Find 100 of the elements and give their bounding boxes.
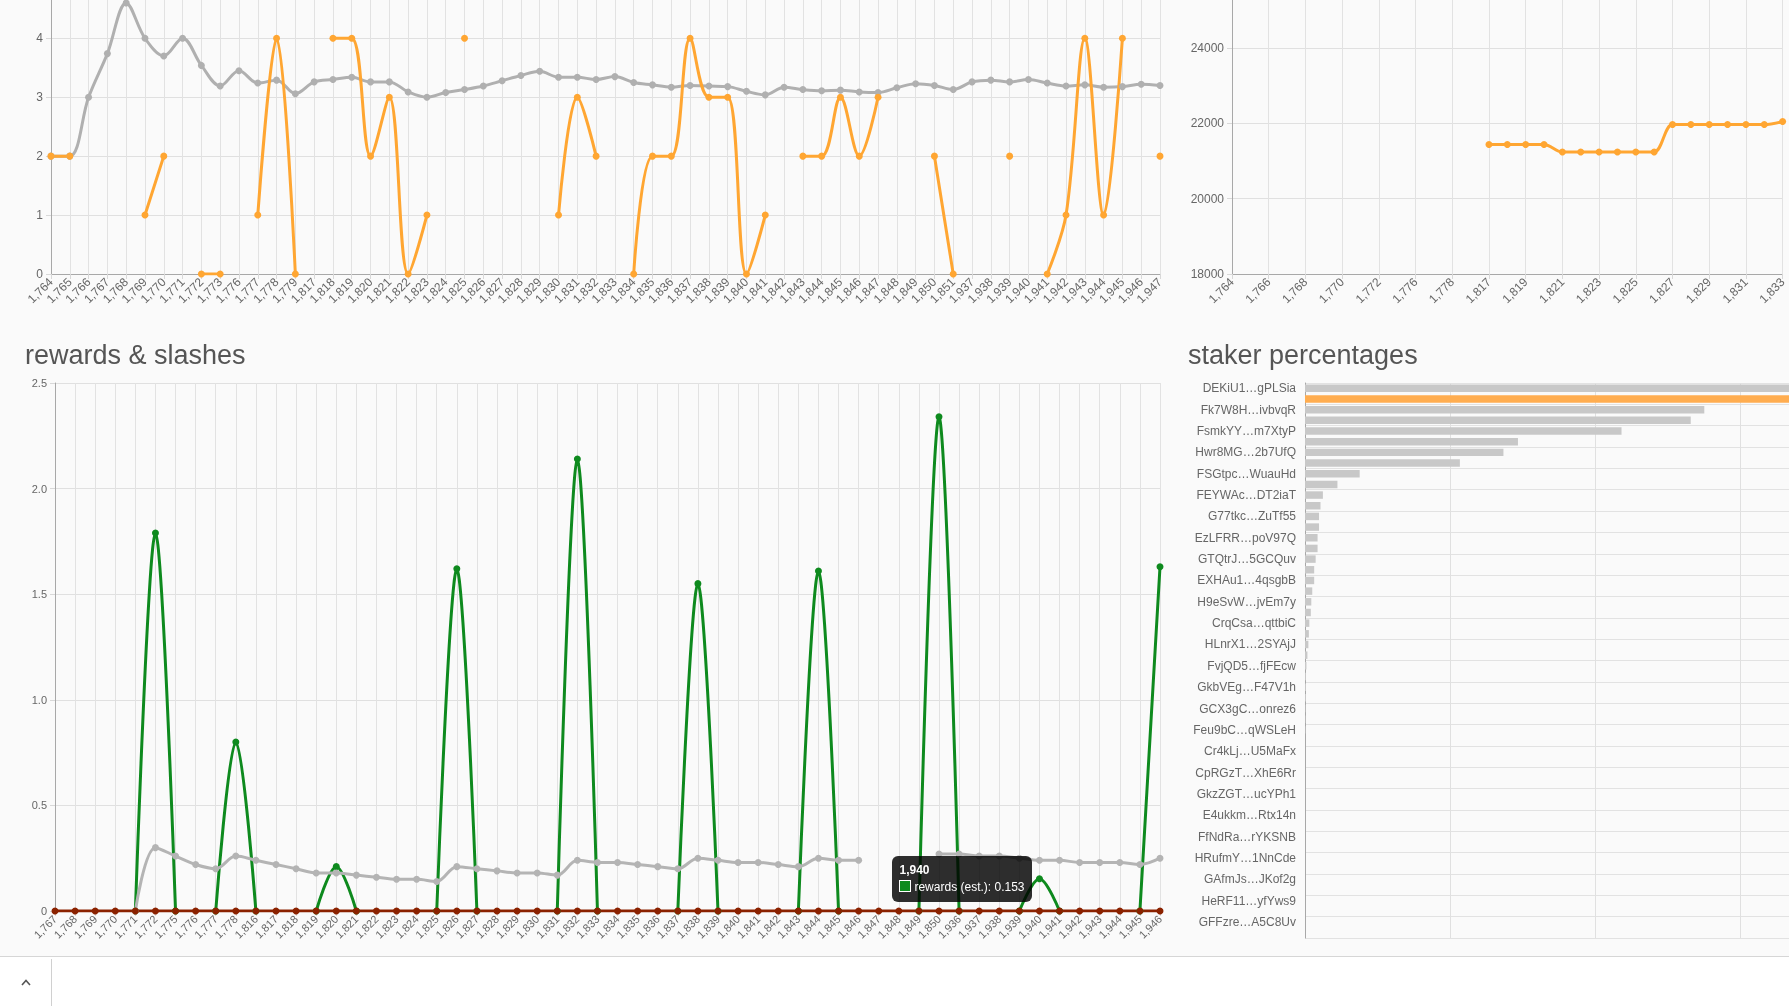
chart-title: staker percentages <box>1188 339 1418 370</box>
point <box>555 73 563 81</box>
y-tick-label: Hwr8MG…2b7UfQ <box>1195 445 1296 460</box>
point <box>103 50 111 58</box>
point <box>1137 80 1145 88</box>
point <box>1503 141 1511 149</box>
point <box>479 82 487 90</box>
point <box>413 907 421 915</box>
point <box>987 76 995 84</box>
point <box>232 738 240 746</box>
point <box>780 83 788 91</box>
point <box>1156 81 1164 89</box>
bar <box>1305 480 1338 489</box>
y-tick-label: 1.5 <box>31 588 47 601</box>
point <box>1116 858 1124 866</box>
point <box>1043 79 1051 87</box>
point <box>1118 83 1126 91</box>
point <box>1156 563 1164 571</box>
y-tick-label: 20000 <box>1190 191 1225 206</box>
point <box>634 861 642 869</box>
bar <box>1305 469 1360 478</box>
y-tick-label: Fk7W8H…ivbvqR <box>1200 402 1297 417</box>
point <box>995 907 1003 915</box>
y-tick-label: HRufmY…1NnCde <box>1194 850 1297 865</box>
point <box>667 152 675 160</box>
point <box>160 52 168 60</box>
y-tick-label: 2.0 <box>31 482 47 495</box>
point <box>232 852 240 860</box>
point <box>453 863 461 871</box>
y-tick-label: GkzZGT…ucYPh1 <box>1196 786 1297 801</box>
point <box>799 86 807 94</box>
bar <box>1305 416 1691 425</box>
point <box>1613 148 1621 156</box>
point <box>818 152 826 160</box>
point <box>273 76 281 84</box>
point <box>935 413 943 421</box>
annotation: 1,940 rewards (est.): 0.153 <box>899 861 1025 896</box>
point <box>1100 211 1108 219</box>
point <box>1724 121 1732 129</box>
y-tick-label: 2.5 <box>31 377 47 389</box>
point <box>348 34 356 42</box>
point <box>1035 875 1043 883</box>
y-tick-label: 1.0 <box>31 693 47 706</box>
point <box>404 88 412 96</box>
point <box>774 861 782 869</box>
y-tick-label: 1 <box>36 208 44 223</box>
point <box>1558 148 1566 156</box>
point <box>734 858 742 866</box>
point <box>814 907 822 915</box>
point <box>179 34 187 42</box>
point <box>1118 34 1126 42</box>
point <box>667 83 675 91</box>
point <box>1035 856 1043 864</box>
point <box>1577 148 1585 156</box>
bar <box>1305 459 1460 467</box>
point <box>151 907 159 915</box>
y-tick-label: Feu9bC…qWSLeH <box>1193 722 1296 737</box>
point <box>614 907 622 915</box>
point <box>122 0 130 7</box>
point <box>553 871 561 879</box>
point <box>555 211 563 219</box>
point <box>192 907 200 915</box>
point <box>634 907 642 915</box>
point <box>875 907 883 915</box>
point <box>473 865 481 873</box>
point <box>912 80 920 88</box>
point <box>705 93 713 101</box>
point <box>836 86 844 94</box>
point <box>254 79 262 87</box>
point <box>930 81 938 89</box>
point <box>372 873 380 881</box>
y-tick-label: CpRGzT…XhE6Rr <box>1195 765 1296 780</box>
point <box>348 73 356 81</box>
point <box>252 856 260 864</box>
point <box>197 61 205 69</box>
point <box>654 907 662 915</box>
point <box>893 84 901 92</box>
point <box>649 152 656 160</box>
bar <box>1305 427 1622 435</box>
bar <box>1305 512 1320 521</box>
chart-title: rewards & slashes <box>25 339 246 370</box>
point <box>686 81 694 89</box>
point <box>1076 858 1084 866</box>
point <box>686 34 694 42</box>
point <box>754 907 762 915</box>
y-tick-label: 22000 <box>1190 116 1225 131</box>
point <box>423 93 431 101</box>
point <box>794 863 802 871</box>
point <box>1779 118 1787 126</box>
point <box>674 865 682 873</box>
point <box>799 152 807 160</box>
point <box>874 93 882 101</box>
y-tick-label: FvjQD5…fjFEcw <box>1207 658 1297 673</box>
point <box>836 93 844 101</box>
point <box>111 907 119 915</box>
point <box>216 82 224 90</box>
y-tick-label: H9eSvW…jvEm7y <box>1197 594 1296 609</box>
point <box>1485 141 1493 149</box>
point <box>235 67 243 75</box>
point <box>433 877 441 885</box>
